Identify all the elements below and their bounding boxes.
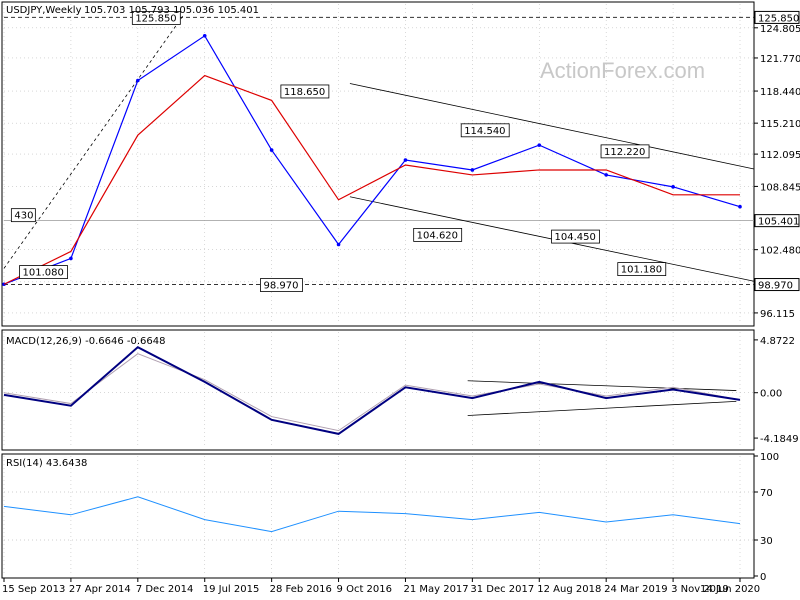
watermark: ActionForex.com xyxy=(540,58,705,83)
rsi-tick-label: 100 xyxy=(760,452,779,463)
price-tick-label: 115.210 xyxy=(760,119,800,130)
macd-tick-label: -4.1849 xyxy=(760,434,799,445)
current-price-label: 105.401 xyxy=(758,217,799,228)
annotation-label: 125.850 xyxy=(135,13,176,24)
chart-ohlc: 105.703 105.793 105.036 105.401 xyxy=(84,5,259,16)
annotation-label: 104.450 xyxy=(555,232,596,243)
annotation-box xyxy=(460,123,510,138)
annotation-box xyxy=(551,229,600,244)
price-point xyxy=(671,185,675,189)
x-tick-label: 7 Dec 2014 xyxy=(136,584,194,595)
price-point xyxy=(537,143,542,147)
annotation-box xyxy=(19,265,68,279)
price-panel xyxy=(1,1,755,327)
x-tick-label: 21 May 2017 xyxy=(403,584,468,595)
price-point xyxy=(336,242,341,247)
level-label-high: 125.850 xyxy=(758,13,799,24)
x-tick-label: 14 Jun 2020 xyxy=(700,584,760,595)
rsi-tick-label: 70 xyxy=(760,488,773,499)
price-point xyxy=(69,256,73,261)
macd-tick-label: 4.8722 xyxy=(760,336,795,347)
price-point xyxy=(403,158,408,162)
price-point xyxy=(470,168,475,172)
annotation-box xyxy=(600,144,650,159)
channel-upper xyxy=(349,83,755,170)
annotation-label: 114.540 xyxy=(464,126,505,137)
price-series-line xyxy=(3,34,741,285)
x-tick-label: 28 Feb 2016 xyxy=(270,584,332,595)
price-point xyxy=(269,148,274,152)
x-tick-label: 15 Sep 2013 xyxy=(2,584,65,595)
price-tick-label: 108.845 xyxy=(760,182,800,193)
level-label-high-box xyxy=(754,10,800,24)
price-tick-label: 102.480 xyxy=(760,246,800,257)
rsi-tick-label: 30 xyxy=(760,536,773,547)
rsi-panel xyxy=(1,453,755,579)
price-point xyxy=(202,34,207,38)
sma-series-line xyxy=(3,74,740,285)
annotation-box xyxy=(260,278,303,292)
annotation-box xyxy=(413,227,463,242)
price-tick-label: 118.440 xyxy=(760,87,800,98)
chart-symbol: USDJPY,Weekly xyxy=(6,5,82,16)
trendline-dotted xyxy=(3,13,185,269)
x-tick-label: 9 Oct 2016 xyxy=(337,584,392,595)
price-tick-label: 121.770 xyxy=(760,54,800,65)
x-tick-label: 19 Jul 2015 xyxy=(203,584,260,595)
macd-panel xyxy=(1,329,755,451)
macd-triangle-upper xyxy=(467,380,737,391)
x-tick-label: 31 Dec 2017 xyxy=(470,584,534,595)
annotation-label: 118.650 xyxy=(284,87,325,98)
rsi-tick-label: 0 xyxy=(760,572,766,583)
macd-signal-line xyxy=(3,353,741,432)
price-tick-label: 124.805 xyxy=(760,24,800,35)
rsi-line xyxy=(3,496,741,533)
price-point xyxy=(604,173,608,177)
price-tick-label: 112.095 xyxy=(760,150,800,161)
level-label-low: 98.970 xyxy=(758,281,793,292)
annotation-label: 430 xyxy=(14,211,33,222)
annotation-label: 101.080 xyxy=(23,268,64,279)
annotation-label: 112.220 xyxy=(604,147,645,158)
price-point xyxy=(136,78,140,83)
x-tick-label: 3 Nov 2019 xyxy=(671,584,729,595)
price-tick-label: 96.115 xyxy=(760,309,795,320)
annotation-label: 98.970 xyxy=(263,281,298,292)
annotation-label: 104.620 xyxy=(417,230,458,241)
annotation-label: 101.180 xyxy=(621,265,662,276)
annotation-box xyxy=(10,208,36,223)
rsi-label: RSI(14) 43.6438 xyxy=(6,458,87,469)
annotation-box xyxy=(131,11,181,25)
current-price-label-box xyxy=(754,214,800,228)
macd-line xyxy=(3,345,741,435)
annotation-box xyxy=(280,84,330,99)
macd-triangle-lower xyxy=(467,400,737,416)
macd-label: MACD(12,26,9) -0.6646 -0.6648 xyxy=(6,336,166,347)
annotation-box xyxy=(617,262,667,276)
price-point xyxy=(738,204,742,209)
macd-tick-label: 0.00 xyxy=(760,389,782,400)
level-label-low-box xyxy=(754,278,800,292)
x-tick-label: 27 Apr 2014 xyxy=(69,584,131,595)
x-tick-label: 12 Aug 2018 xyxy=(537,584,601,595)
x-tick-label: 24 Mar 2019 xyxy=(604,584,667,595)
